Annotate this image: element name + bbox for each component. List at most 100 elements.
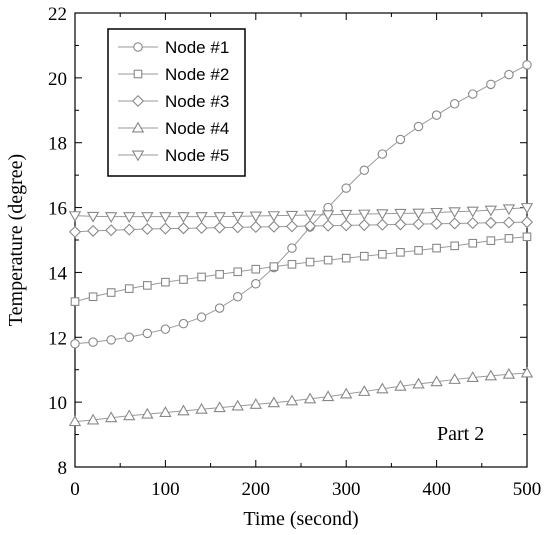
data-point [142, 281, 152, 290]
data-point [502, 204, 516, 216]
data-point [177, 404, 190, 416]
data-point [359, 251, 369, 261]
y-tick-label: 20 [48, 69, 67, 90]
data-point [104, 411, 118, 423]
data-point [141, 407, 154, 419]
data-point [160, 324, 171, 334]
data-point [249, 211, 262, 223]
data-point [159, 212, 172, 224]
data-point [159, 222, 172, 235]
data-point [123, 223, 136, 236]
y-axis-title: Temperature (degree) [5, 154, 27, 326]
data-point [502, 367, 516, 379]
data-point [68, 225, 82, 238]
data-point [249, 398, 262, 409]
data-point [213, 212, 226, 224]
data-point [86, 413, 100, 425]
legend-box [107, 28, 246, 177]
x-tick-label: 400 [422, 479, 451, 500]
series-4 [68, 366, 534, 427]
data-point [87, 224, 100, 237]
data-point [197, 272, 206, 282]
data-point [412, 218, 425, 231]
data-point [179, 275, 188, 284]
data-point [142, 328, 153, 339]
data-point [449, 99, 460, 109]
data-point [340, 219, 353, 232]
data-point [195, 212, 208, 224]
data-point [323, 255, 333, 265]
data-point [504, 234, 514, 243]
data-point [285, 210, 299, 222]
data-point [321, 390, 335, 402]
data-point [486, 236, 496, 245]
data-point [468, 89, 478, 99]
data-point [70, 297, 80, 306]
data-point [231, 399, 244, 411]
data-point [267, 220, 280, 233]
data-point [287, 259, 297, 269]
data-point [431, 110, 442, 120]
data-point [358, 219, 371, 232]
legend-marker [133, 42, 143, 52]
legend-marker [133, 69, 143, 79]
data-point [196, 312, 207, 322]
data-point [267, 211, 281, 223]
data-point [520, 366, 534, 378]
data-point [141, 212, 154, 224]
legend-item: Node #1 [118, 38, 229, 57]
data-point [68, 211, 82, 223]
legend-marker [131, 150, 145, 162]
data-point [358, 385, 371, 396]
data-point [484, 369, 498, 381]
data-point [340, 387, 353, 399]
data-point [141, 222, 154, 236]
data-point [430, 375, 443, 387]
data-point [177, 212, 190, 224]
data-point [448, 373, 461, 384]
data-point [213, 221, 226, 234]
data-point [502, 216, 515, 229]
data-point [124, 332, 134, 343]
data-point [394, 208, 407, 220]
legend-item: Node #5 [118, 146, 229, 165]
data-point [412, 208, 425, 220]
y-tick-label: 16 [48, 199, 67, 220]
data-point [303, 392, 317, 404]
data-point [249, 221, 262, 234]
data-point [123, 409, 136, 421]
data-point [504, 69, 514, 80]
data-point [466, 217, 479, 230]
x-tick-label: 500 [513, 479, 542, 500]
x-tick-label: 0 [70, 479, 80, 500]
y-tick-label: 22 [48, 4, 67, 25]
data-point [215, 270, 224, 279]
data-point [267, 396, 281, 408]
legend-label: Node #1 [165, 38, 229, 57]
data-point [522, 232, 532, 242]
data-point [287, 243, 297, 253]
series-line [74, 236, 528, 303]
data-point [104, 212, 118, 224]
legend: Node #1 Node #2 Node #3 Node #4 Node #5 [107, 28, 246, 177]
data-point [124, 284, 134, 293]
data-point [432, 243, 441, 253]
series-5 [68, 203, 534, 224]
data-point [520, 216, 534, 229]
x-axis-title: Time (second) [243, 508, 358, 530]
data-point [376, 382, 389, 394]
data-point [378, 249, 387, 259]
data-point [413, 121, 424, 132]
legend-marker [131, 94, 145, 108]
data-point [232, 291, 243, 302]
data-point [231, 211, 244, 223]
legend-label: Node #5 [165, 146, 229, 165]
data-point [105, 224, 118, 237]
data-point [269, 262, 279, 271]
legend-label: Node #3 [165, 92, 229, 111]
data-point [486, 79, 496, 90]
x-tick-label: 100 [151, 479, 180, 500]
data-point [285, 220, 298, 233]
data-point [305, 257, 315, 267]
